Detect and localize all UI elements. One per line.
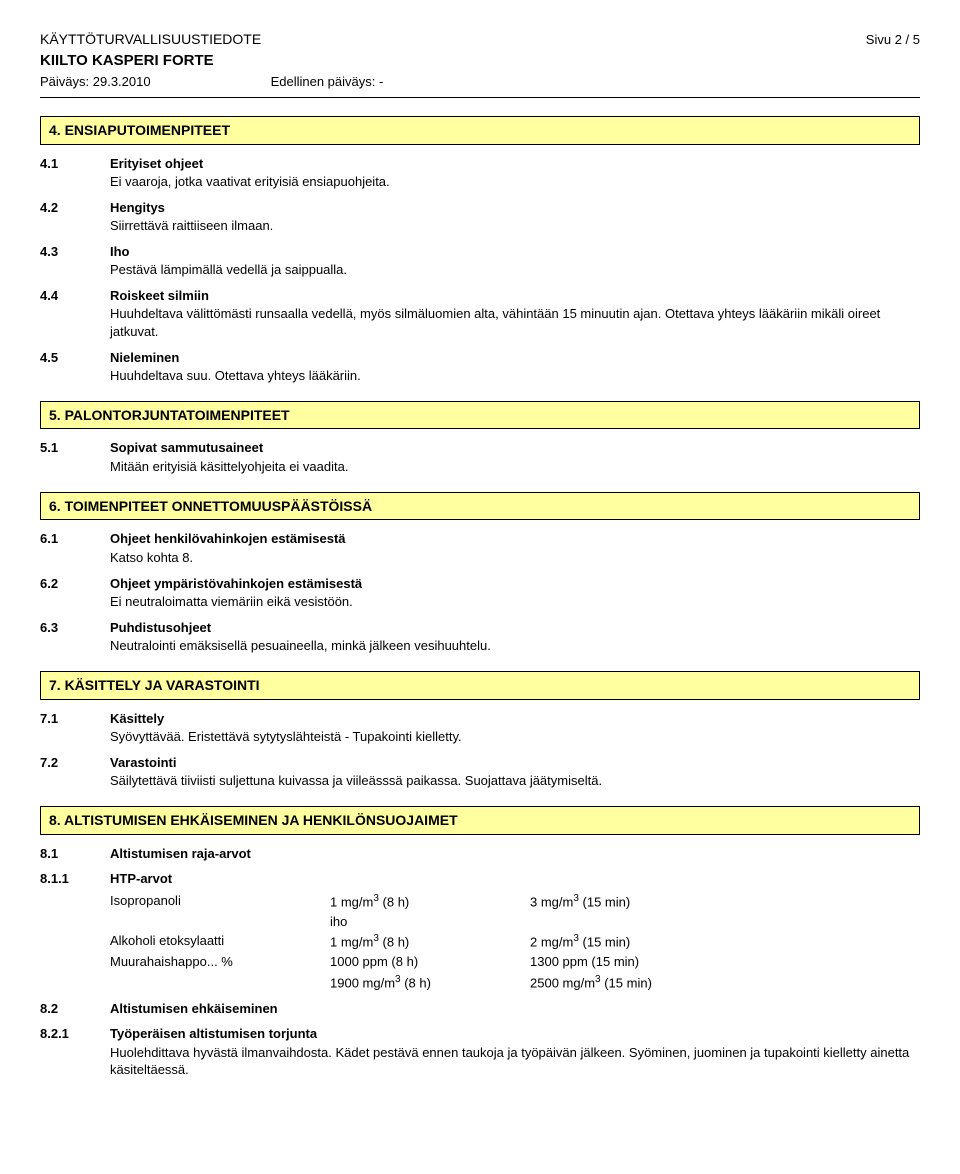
item-label: Sopivat sammutusaineet bbox=[110, 439, 920, 457]
item-8-1-1-label: HTP-arvot bbox=[110, 870, 920, 888]
section-4-heading: 4. ENSIAPUTOIMENPITEET bbox=[40, 116, 920, 145]
item-8-2-1-label: Työperäisen altistumisen torjunta bbox=[110, 1025, 920, 1043]
item-text: Huuhdeltava välittömästi runsaalla vedel… bbox=[110, 305, 920, 340]
item-8-2-1-text: Huolehdittava hyvästä ilmanvaihdosta. Kä… bbox=[110, 1044, 920, 1079]
exposure-val1: 1000 ppm (8 h) bbox=[330, 953, 530, 971]
item-text: Mitään erityisiä käsittelyohjeita ei vaa… bbox=[110, 458, 920, 476]
item-num: 7.1 bbox=[40, 710, 110, 746]
item-8-2-label: Altistumisen ehkäiseminen bbox=[110, 1000, 920, 1018]
exposure-val1: 1 mg/m3 (8 h) bbox=[330, 892, 530, 911]
section-6-heading: 6. TOIMENPITEET ONNETTOMUUSPÄÄSTÖISSÄ bbox=[40, 492, 920, 521]
item-row: 7.2VarastointiSäilytettävä tiiviisti sul… bbox=[40, 754, 920, 790]
item-row: 6.2Ohjeet ympäristövahinkojen estämisest… bbox=[40, 575, 920, 611]
section-5-items: 5.1Sopivat sammutusaineetMitään erityisi… bbox=[40, 439, 920, 475]
item-row: 4.2HengitysSiirrettävä raittiiseen ilmaa… bbox=[40, 199, 920, 235]
section-4-items: 4.1Erityiset ohjeetEi vaaroja, jotka vaa… bbox=[40, 155, 920, 385]
item-row: 6.1Ohjeet henkilövahinkojen estämisestäK… bbox=[40, 530, 920, 566]
exposure-row: Muurahaishappo... %1000 ppm (8 h)1300 pp… bbox=[110, 953, 920, 971]
item-row: 7.1KäsittelySyövyttävää. Eristettävä syt… bbox=[40, 710, 920, 746]
item-label: Varastointi bbox=[110, 754, 920, 772]
item-num: 4.3 bbox=[40, 243, 110, 279]
product-title: KIILTO KASPERI FORTE bbox=[40, 51, 920, 71]
item-text: Pestävä lämpimällä vedellä ja saippualla… bbox=[110, 261, 920, 279]
exposure-row: 1900 mg/m3 (8 h)2500 mg/m3 (15 min) bbox=[110, 973, 920, 992]
item-text: Katso kohta 8. bbox=[110, 549, 920, 567]
exposure-row: Alkoholi etoksylaatti1 mg/m3 (8 h)2 mg/m… bbox=[110, 932, 920, 951]
item-8-2-num: 8.2 bbox=[40, 1000, 110, 1018]
doc-title: KÄYTTÖTURVALLISUUSTIEDOTE bbox=[40, 30, 261, 49]
item-num: 4.2 bbox=[40, 199, 110, 235]
item-num: 5.1 bbox=[40, 439, 110, 475]
exposure-row: Isopropanoli1 mg/m3 (8 h)3 mg/m3 (15 min… bbox=[110, 892, 920, 911]
exposure-val1: 1900 mg/m3 (8 h) bbox=[330, 973, 530, 992]
item-label: Puhdistusohjeet bbox=[110, 619, 920, 637]
exposure-name: Alkoholi etoksylaatti bbox=[110, 932, 330, 951]
exposure-name: Muurahaishappo... % bbox=[110, 953, 330, 971]
item-row: 4.1Erityiset ohjeetEi vaaroja, jotka vaa… bbox=[40, 155, 920, 191]
item-text: Ei vaaroja, jotka vaativat erityisiä ens… bbox=[110, 173, 920, 191]
exposure-name: Isopropanoli bbox=[110, 892, 330, 911]
exposure-val1: iho bbox=[330, 913, 530, 931]
item-row: 4.5NieleminenHuuhdeltava suu. Otettava y… bbox=[40, 349, 920, 385]
item-num: 6.1 bbox=[40, 530, 110, 566]
exposure-row: iho bbox=[110, 913, 920, 931]
item-label: Käsittely bbox=[110, 710, 920, 728]
item-text: Säilytettävä tiiviisti suljettuna kuivas… bbox=[110, 772, 920, 790]
item-text: Ei neutraloimatta viemäriin eikä vesistö… bbox=[110, 593, 920, 611]
item-num: 4.1 bbox=[40, 155, 110, 191]
item-label: Ohjeet henkilövahinkojen estämisestä bbox=[110, 530, 920, 548]
exposure-val2: 2500 mg/m3 (15 min) bbox=[530, 973, 920, 992]
item-num: 6.3 bbox=[40, 619, 110, 655]
item-8-2-1-num: 8.2.1 bbox=[40, 1025, 110, 1079]
section-7-items: 7.1KäsittelySyövyttävää. Eristettävä syt… bbox=[40, 710, 920, 790]
section-5-heading: 5. PALONTORJUNTATOIMENPITEET bbox=[40, 401, 920, 430]
section-8-heading: 8. ALTISTUMISEN EHKÄISEMINEN JA HENKILÖN… bbox=[40, 806, 920, 835]
item-text: Huuhdeltava suu. Otettava yhteys lääkäri… bbox=[110, 367, 920, 385]
header-rule bbox=[40, 97, 920, 98]
item-text: Syövyttävää. Eristettävä sytytyslähteist… bbox=[110, 728, 920, 746]
exposure-val1: 1 mg/m3 (8 h) bbox=[330, 932, 530, 951]
item-8-1-1-num: 8.1.1 bbox=[40, 870, 110, 888]
item-text: Neutralointi emäksisellä pesuaineella, m… bbox=[110, 637, 920, 655]
item-label: Ohjeet ympäristövahinkojen estämisestä bbox=[110, 575, 920, 593]
exposure-name bbox=[110, 973, 330, 992]
item-label: Nieleminen bbox=[110, 349, 920, 367]
item-num: 6.2 bbox=[40, 575, 110, 611]
item-row: 6.3PuhdistusohjeetNeutralointi emäksisel… bbox=[40, 619, 920, 655]
date-label: Päiväys: 29.3.2010 bbox=[40, 73, 151, 91]
item-num: 7.2 bbox=[40, 754, 110, 790]
item-row: 4.3IhoPestävä lämpimällä vedellä ja saip… bbox=[40, 243, 920, 279]
section-7-heading: 7. KÄSITTELY JA VARASTOINTI bbox=[40, 671, 920, 700]
exposure-name bbox=[110, 913, 330, 931]
item-text: Siirrettävä raittiiseen ilmaan. bbox=[110, 217, 920, 235]
item-8-1-label: Altistumisen raja-arvot bbox=[110, 845, 920, 863]
item-row: 4.4Roiskeet silmiinHuuhdeltava välittömä… bbox=[40, 287, 920, 341]
item-label: Hengitys bbox=[110, 199, 920, 217]
item-8-1-num: 8.1 bbox=[40, 845, 110, 863]
item-row: 5.1Sopivat sammutusaineetMitään erityisi… bbox=[40, 439, 920, 475]
item-num: 4.5 bbox=[40, 349, 110, 385]
exposure-val2 bbox=[530, 913, 920, 931]
page-number: Sivu 2 / 5 bbox=[866, 31, 920, 49]
item-label: Iho bbox=[110, 243, 920, 261]
exposure-table: Isopropanoli1 mg/m3 (8 h)3 mg/m3 (15 min… bbox=[110, 892, 920, 992]
exposure-val2: 3 mg/m3 (15 min) bbox=[530, 892, 920, 911]
exposure-val2: 1300 ppm (15 min) bbox=[530, 953, 920, 971]
prev-date-label: Edellinen päiväys: - bbox=[271, 73, 384, 91]
item-label: Erityiset ohjeet bbox=[110, 155, 920, 173]
section-6-items: 6.1Ohjeet henkilövahinkojen estämisestäK… bbox=[40, 530, 920, 654]
item-num: 4.4 bbox=[40, 287, 110, 341]
exposure-val2: 2 mg/m3 (15 min) bbox=[530, 932, 920, 951]
item-label: Roiskeet silmiin bbox=[110, 287, 920, 305]
